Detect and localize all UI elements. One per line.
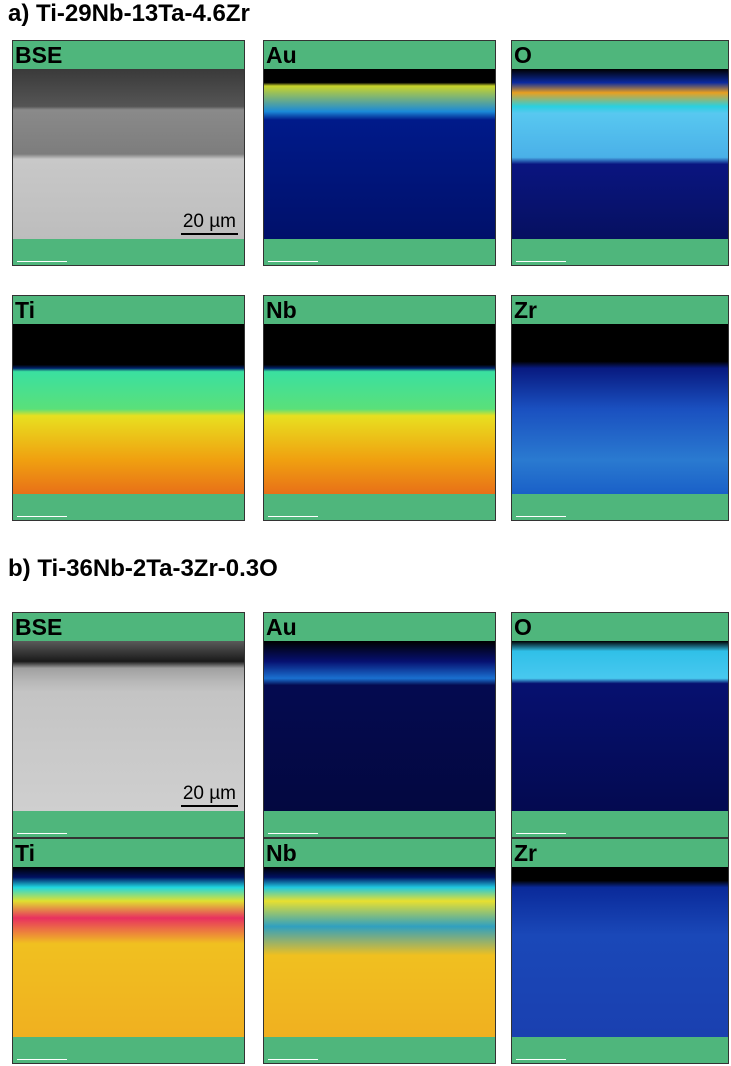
map-image <box>264 641 495 811</box>
map-panel: Au <box>263 40 496 266</box>
scale-bar: 20 µm <box>181 211 238 235</box>
mini-scale <box>268 261 318 262</box>
info-bar <box>264 1037 495 1063</box>
figure: (() => { const data = JSON.parse(documen… <box>0 0 731 1066</box>
mini-scale <box>268 516 318 517</box>
map-panel: Au <box>263 612 496 838</box>
panel-label: O <box>514 41 532 69</box>
map-panel: O <box>511 612 729 838</box>
map-image <box>13 324 244 494</box>
map-image <box>264 867 495 1037</box>
info-bar <box>512 1037 728 1063</box>
map-image <box>13 867 244 1037</box>
mini-scale <box>268 833 318 834</box>
panel-label: Ti <box>15 839 35 867</box>
panel-label: Au <box>266 41 297 69</box>
info-bar <box>264 494 495 520</box>
panel-label: Nb <box>266 839 297 867</box>
section-title: a) Ti-29Nb-13Ta-4.6Zr <box>8 0 250 28</box>
info-bar <box>13 811 244 837</box>
info-bar <box>512 494 728 520</box>
panel-label: Nb <box>266 296 297 324</box>
mini-scale <box>516 261 566 262</box>
panel-label: O <box>514 613 532 641</box>
panel-label: Au <box>266 613 297 641</box>
map-panel: Ti <box>12 838 245 1064</box>
info-bar <box>13 1037 244 1063</box>
info-bar <box>512 811 728 837</box>
map-panel: O <box>511 40 729 266</box>
map-panel: Ti <box>12 295 245 521</box>
map-image <box>264 69 495 239</box>
map-panel: Nb <box>263 838 496 1064</box>
mini-scale <box>516 516 566 517</box>
mini-scale <box>17 833 67 834</box>
info-bar <box>512 239 728 265</box>
panel-label: Zr <box>514 296 537 324</box>
info-bar <box>264 811 495 837</box>
info-bar <box>13 239 244 265</box>
panel-label: BSE <box>15 613 62 641</box>
map-image <box>512 324 728 494</box>
mini-scale <box>17 516 67 517</box>
map-panel: Zr <box>511 838 729 1064</box>
map-panel: Zr <box>511 295 729 521</box>
map-panel: BSE 20 µm <box>12 40 245 266</box>
section-title: b) Ti-36Nb-2Ta-3Zr-0.3O <box>8 555 278 583</box>
map-image <box>512 69 728 239</box>
mini-scale <box>17 261 67 262</box>
map-image <box>512 867 728 1037</box>
map-image <box>512 641 728 811</box>
mini-scale <box>17 1059 67 1060</box>
map-panel: Nb <box>263 295 496 521</box>
map-panel: BSE 20 µm <box>12 612 245 838</box>
mini-scale <box>268 1059 318 1060</box>
mini-scale <box>516 833 566 834</box>
info-bar <box>13 494 244 520</box>
panel-label: Zr <box>514 839 537 867</box>
panel-label: BSE <box>15 41 62 69</box>
info-bar <box>264 239 495 265</box>
mini-scale <box>516 1059 566 1060</box>
map-image <box>264 324 495 494</box>
scale-bar: 20 µm <box>181 783 238 807</box>
panel-label: Ti <box>15 296 35 324</box>
